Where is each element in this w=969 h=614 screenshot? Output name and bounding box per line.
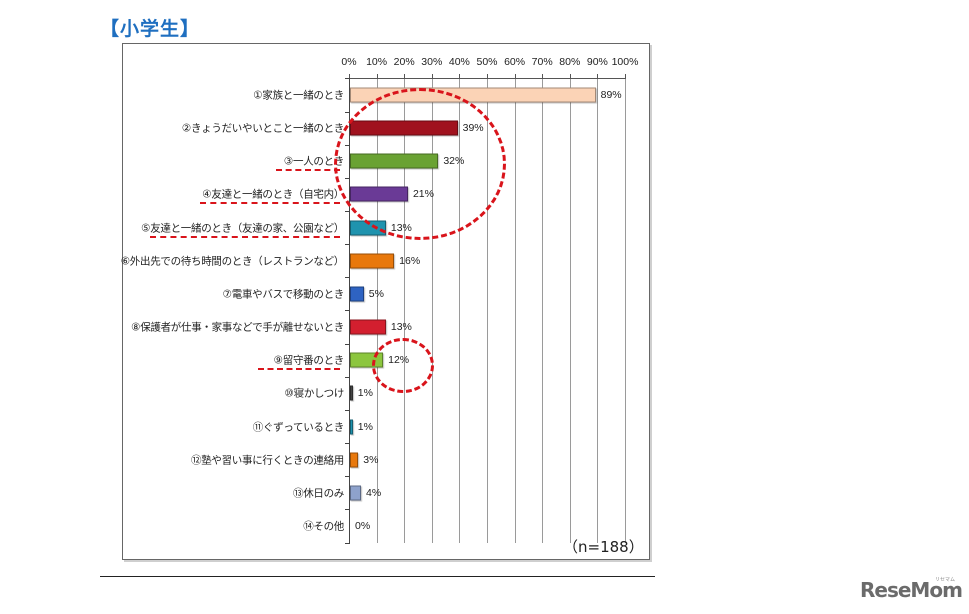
category-label: ⑤友達と一緒のとき（友達の家、公園など） <box>141 222 344 235</box>
x-axis-tick <box>376 74 378 79</box>
category-label: ②きょうだいやいとこと一緒のとき <box>181 122 344 135</box>
y-axis-tick <box>345 409 350 411</box>
y-axis-tick <box>345 244 350 246</box>
x-tick-label: 30% <box>421 56 443 68</box>
value-label: 5% <box>368 287 384 300</box>
gridline <box>431 78 433 543</box>
x-tick-label: 40% <box>448 56 470 68</box>
x-tick-label: 60% <box>504 56 526 68</box>
x-axis-tick <box>597 74 599 79</box>
value-label: 16% <box>399 254 421 267</box>
annotation-underline <box>150 235 340 238</box>
gridline <box>542 78 544 543</box>
bar <box>350 319 386 335</box>
y-axis-tick <box>345 78 350 80</box>
divider-line <box>100 576 655 577</box>
x-axis-tick <box>459 74 461 79</box>
category-label: ⑧保護者が仕事・家事などで手が離せないとき <box>131 321 344 334</box>
annotation-underline <box>200 202 340 205</box>
gridline <box>376 78 378 543</box>
category-label: ⑦電車やバスで移動のとき <box>222 288 345 301</box>
value-label: 1% <box>357 420 373 433</box>
x-axis-tick <box>542 74 544 79</box>
value-label: 0% <box>355 519 371 532</box>
x-tick-label: 50% <box>476 56 498 68</box>
x-axis-tick <box>404 74 406 79</box>
y-axis-tick <box>345 476 350 478</box>
bar <box>350 286 364 302</box>
y-axis-tick <box>345 376 350 378</box>
x-axis-tick <box>625 74 626 79</box>
x-axis-tick <box>514 74 516 79</box>
category-label: ⑫塾や習い事に行くときの連絡用 <box>191 454 344 467</box>
category-label: ⑨留守番のとき <box>273 354 345 367</box>
gridline <box>597 78 599 543</box>
value-label: 4% <box>366 486 382 499</box>
value-label: 13% <box>390 321 412 334</box>
x-tick-label: 80% <box>559 56 581 68</box>
x-tick-label: 70% <box>531 56 553 68</box>
category-label: ⑩寝かしつけ <box>284 387 345 400</box>
x-axis-tick <box>569 74 571 79</box>
bar <box>350 485 362 501</box>
value-label: 3% <box>363 453 379 466</box>
category-label: ⑪ぐずっているとき <box>252 421 345 433</box>
value-label: 1% <box>357 387 373 400</box>
annotation-circle-large <box>334 88 506 240</box>
resemom-logo-sub: リセマム <box>935 577 956 583</box>
section-title: 【小学生】 <box>100 18 201 40</box>
category-label: ⑥外出先での待ち時間のとき（レストランなど） <box>120 255 345 268</box>
x-axis-tick <box>349 74 350 79</box>
x-tick-label: 20% <box>393 56 415 68</box>
y-axis-tick <box>345 111 350 113</box>
category-label: ③一人のとき <box>283 155 344 168</box>
gridline <box>514 78 516 543</box>
bar <box>350 385 353 401</box>
category-label: ①家族と一緒のとき <box>253 89 344 102</box>
annotation-underline <box>258 368 340 371</box>
x-tick-label: 100% <box>611 56 639 68</box>
bar <box>350 419 353 434</box>
x-axis-tick <box>487 74 488 79</box>
category-label: ④友達と一緒のとき（自宅内） <box>202 188 344 201</box>
category-label: ⑭その他 <box>303 520 344 533</box>
x-axis-line <box>349 78 626 79</box>
x-tick-label: 90% <box>586 56 608 68</box>
sample-size-label: （n=188） <box>563 538 644 556</box>
y-axis-tick <box>345 443 350 445</box>
annotation-underline <box>276 169 340 172</box>
resemom-logo: ReseMom <box>860 578 963 602</box>
gridline <box>487 78 488 543</box>
y-axis-tick <box>345 343 350 345</box>
value-label: 89% <box>600 89 622 101</box>
gridline <box>569 78 571 543</box>
gridline <box>459 78 461 543</box>
annotation-circle-small <box>372 338 434 393</box>
bar <box>350 452 359 468</box>
x-axis-tick <box>431 74 433 79</box>
y-axis-tick <box>345 211 350 213</box>
y-axis-tick <box>345 542 350 544</box>
bar <box>350 253 395 269</box>
gridline <box>404 78 406 543</box>
x-tick-label: 0% <box>341 56 357 68</box>
x-tick-label: 10% <box>366 56 388 68</box>
y-axis-tick <box>345 277 350 279</box>
y-axis-tick <box>345 509 350 511</box>
y-axis-tick <box>345 310 350 312</box>
gridline <box>625 78 626 543</box>
category-label: ⑬休日のみ <box>293 487 344 500</box>
